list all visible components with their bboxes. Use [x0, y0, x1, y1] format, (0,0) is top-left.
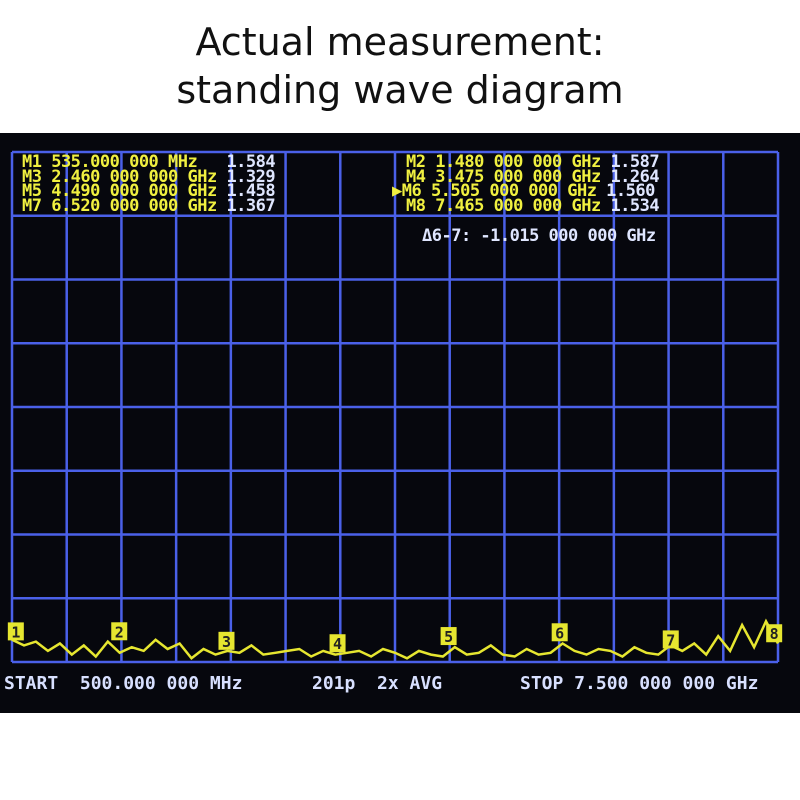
marker-flag-2 [111, 622, 128, 641]
delta-readout: Δ6-7: -1.015 000 000 GHz [422, 226, 656, 246]
marker-value: 1.367 [216, 195, 276, 216]
marker-readout-m4: M4 3.475 000 000 GHz 1.264 [406, 166, 660, 187]
marker-flag-5 [440, 627, 457, 646]
marker-value: 1.534 [600, 195, 660, 216]
marker-value: 1.560 [596, 181, 655, 201]
marker-flag-7 [662, 630, 679, 649]
marker-frequency: M2 1.480 000 000 GHz [406, 152, 601, 172]
marker-label-8: 8 [770, 625, 779, 643]
marker-readout-m7: M7 6.520 000 000 GHz 1.367 [22, 195, 276, 216]
marker-label-1: 1 [11, 623, 20, 641]
marker-readout-m5: M5 4.490 000 000 GHz 1.458 [22, 181, 276, 201]
marker-value: 1.264 [600, 166, 660, 187]
marker-frequency: M5 4.490 000 000 GHz [22, 181, 217, 201]
swr-trace [11, 618, 780, 661]
title-line-1: Actual measurement: [195, 20, 605, 64]
marker-readout-m3: M3 2.460 000 000 GHz 1.329 [22, 166, 276, 187]
marker-frequency: M4 3.475 000 000 GHz [406, 166, 601, 187]
marker-flag-8 [766, 624, 783, 643]
marker-label-5: 5 [444, 628, 453, 646]
marker-label-6: 6 [555, 624, 564, 642]
start-frequency: START 500.000 000 MHz [4, 673, 243, 694]
marker-value: 1.458 [216, 181, 276, 201]
marker-flag-6 [551, 623, 568, 642]
analyzer-screen: 1 2 3 4 5 6 7 8 M1 535.000 000 MHz 1.584 M2 1.48… [0, 133, 800, 713]
sweep-points: 201p 2x AVG [312, 673, 443, 694]
marker-frequency: M1 535.000 000 MHz [22, 152, 198, 172]
stop-frequency: STOP 7.500 000 000 GHz [520, 673, 759, 694]
marker-value: 1.329 [216, 166, 276, 187]
marker-label-2: 2 [115, 623, 124, 641]
swr-plot: 1 2 3 4 5 6 7 8 [7, 150, 783, 664]
marker-flag-1 [7, 622, 24, 641]
marker-value: 1.584 [197, 152, 276, 172]
marker-value: 1.587 [600, 152, 660, 172]
marker-frequency: ▶M6 5.505 000 000 GHz [392, 181, 597, 201]
marker-flag-4 [329, 634, 346, 653]
marker-readout-m6: ▶M6 5.505 000 000 GHz 1.560 [392, 181, 655, 201]
marker-label-7: 7 [666, 631, 675, 649]
marker-label-4: 4 [333, 635, 342, 653]
title-line-2: standing wave diagram [176, 68, 624, 112]
marker-readout-m8: M8 7.465 000 000 GHz 1.534 [406, 195, 660, 216]
marker-label-3: 3 [222, 633, 231, 651]
marker-flag-3 [218, 631, 235, 650]
page-title: Actual measurement: standing wave diagra… [0, 18, 800, 114]
marker-frequency: M3 2.460 000 000 GHz [22, 166, 217, 187]
marker-frequency: M8 7.465 000 000 GHz [406, 195, 601, 216]
marker-readout-m2: M2 1.480 000 000 GHz 1.587 [406, 152, 660, 172]
marker-readout-m1: M1 535.000 000 MHz 1.584 [22, 152, 276, 172]
marker-frequency: M7 6.520 000 000 GHz [22, 195, 217, 216]
